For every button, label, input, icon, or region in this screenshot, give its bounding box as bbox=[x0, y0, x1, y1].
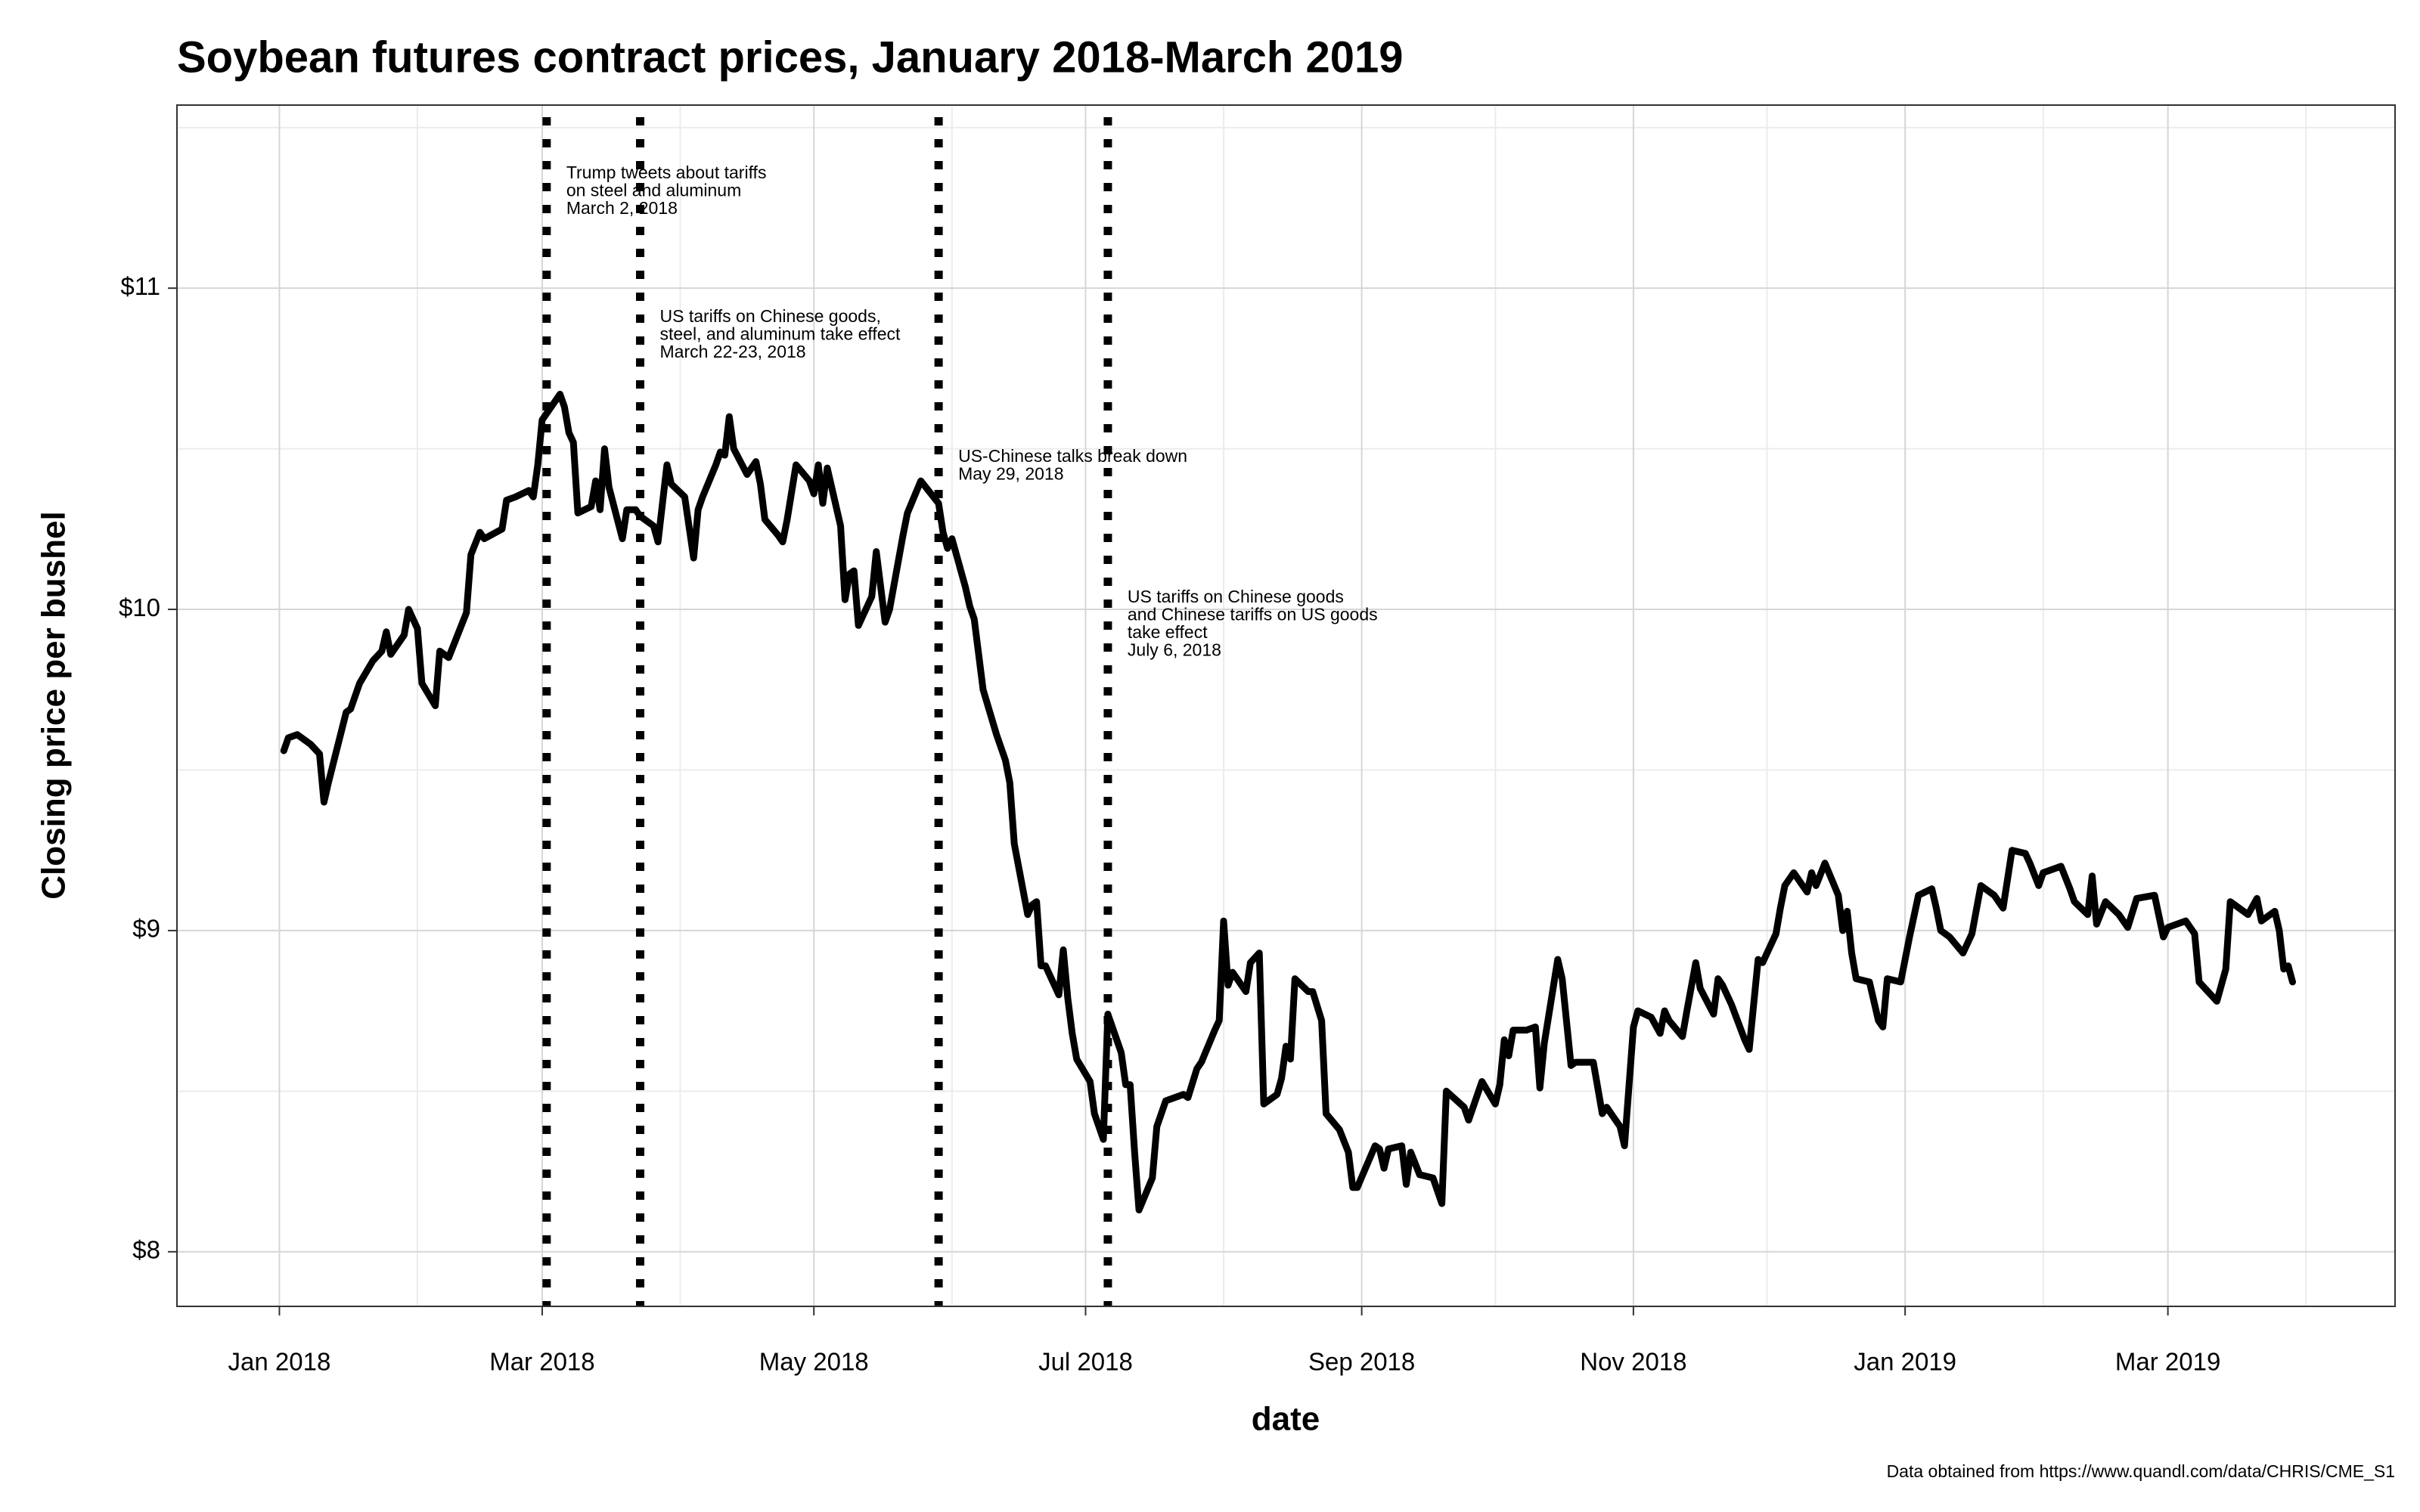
annotation-text: steel, and aluminum take effect bbox=[660, 324, 901, 344]
annotation-text: US tariffs on Chinese goods bbox=[1128, 587, 1344, 606]
annotation-text: May 29, 2018 bbox=[958, 464, 1063, 484]
y-tick-label: $9 bbox=[132, 915, 160, 943]
x-tick-label: Mar 2019 bbox=[2115, 1348, 2220, 1376]
x-tick-label: Nov 2018 bbox=[1580, 1348, 1686, 1376]
annotation-text: March 2, 2018 bbox=[566, 198, 678, 218]
x-tick-label: Sep 2018 bbox=[1308, 1348, 1415, 1376]
x-tick-label: Jan 2018 bbox=[228, 1348, 331, 1376]
x-axis-title: date bbox=[1252, 1401, 1320, 1438]
y-axis-title: Closing price per bushel bbox=[36, 511, 73, 899]
x-tick-label: Mar 2018 bbox=[489, 1348, 594, 1376]
x-tick-label: Jan 2019 bbox=[1854, 1348, 1956, 1376]
y-tick-label: $11 bbox=[120, 272, 160, 300]
annotation-text: on steel and aluminum bbox=[566, 181, 741, 200]
y-tick-label: $8 bbox=[132, 1235, 160, 1263]
caption: Data obtained from https://www.quandl.co… bbox=[1887, 1461, 2395, 1481]
panel-border bbox=[176, 104, 2396, 1307]
price-line bbox=[280, 390, 2296, 1213]
annotation-text: Trump tweets about tariffs bbox=[566, 163, 767, 182]
x-tick-label: May 2018 bbox=[759, 1348, 869, 1376]
annotation-text: July 6, 2018 bbox=[1128, 640, 1221, 660]
annotation-text: US-Chinese talks break down bbox=[958, 446, 1187, 466]
annotation-text: US tariffs on Chinese goods, bbox=[660, 306, 881, 326]
chart-title: Soybean futures contract prices, January… bbox=[177, 33, 1403, 82]
annotation-text: and Chinese tariffs on US goods bbox=[1128, 605, 1378, 624]
y-tick-label: $10 bbox=[119, 593, 160, 621]
x-tick-label: Jul 2018 bbox=[1038, 1348, 1133, 1376]
annotation-text: take effect bbox=[1128, 622, 1208, 642]
annotation-text: March 22-23, 2018 bbox=[660, 342, 806, 361]
